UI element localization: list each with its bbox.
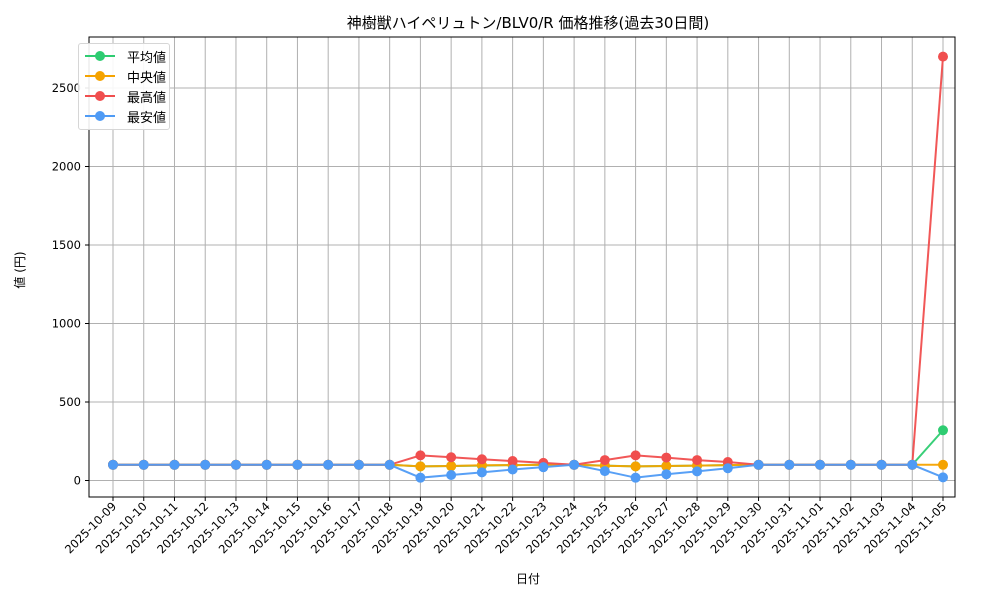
legend-marker-icon [85,107,115,125]
data-point [353,459,364,470]
data-point [384,459,395,470]
legend: 平均値 中央値 最高値 最安値 [78,43,170,130]
data-point [230,459,241,470]
data-point [938,472,948,483]
data-point [476,454,487,465]
data-point [200,459,211,470]
chart-title: 神樹獣ハイペリュトン/BLV0/R 価格推移(過去30日間) [346,14,710,32]
data-point [292,459,303,470]
data-point [938,51,948,62]
data-point [415,450,426,461]
data-point [661,461,672,472]
gridlines [89,37,955,497]
data-point [907,459,918,470]
data-point [722,463,733,474]
series-line [108,51,948,470]
data-point [261,459,272,470]
data-point [446,470,457,481]
data-point [692,455,703,466]
data-series [108,51,948,483]
legend-item-min: 最安値 [85,107,166,126]
legend-item-median: 中央値 [85,67,166,86]
data-point [845,459,856,470]
data-point [599,466,610,477]
data-point [938,459,948,470]
data-point [661,452,672,463]
y-tick-label: 2500 [52,81,81,95]
data-point [692,466,703,477]
plot-frame [88,36,956,498]
data-point [169,459,180,470]
x-axis-ticks: 2025-10-092025-10-102025-10-112025-10-12… [62,497,949,556]
legend-item-average: 平均値 [85,47,166,66]
y-tick-label: 1000 [52,317,81,331]
data-point [323,459,334,470]
data-point [415,472,426,483]
data-point [446,461,457,472]
data-point [630,450,641,461]
data-point [661,469,672,480]
data-point [538,462,549,473]
data-point [108,459,118,470]
data-point [507,464,518,475]
legend-item-max: 最高値 [85,87,166,106]
legend-marker-icon [85,47,115,65]
data-point [784,459,795,470]
data-point [815,459,826,470]
y-tick-label: 2000 [52,160,81,174]
data-point [446,452,457,463]
y-axis-label: 値 (円) [12,251,27,288]
data-point [599,455,610,466]
series-line [108,459,948,483]
data-point [630,472,641,483]
data-point [938,425,948,436]
data-point [138,459,149,470]
legend-marker-icon [85,67,115,85]
y-axis-ticks: 0 500 1000 1500 2000 2500 [52,81,89,488]
y-tick-label: 0 [74,474,81,488]
data-point [876,459,887,470]
y-tick-label: 1500 [52,238,81,252]
data-point [415,461,426,472]
data-point [476,467,487,478]
y-tick-label: 500 [59,395,81,409]
data-point [507,456,518,467]
legend-marker-icon [85,87,115,105]
data-point [569,459,580,470]
x-axis-label: 日付 [516,572,540,586]
data-point [630,461,641,472]
data-point [753,459,764,470]
